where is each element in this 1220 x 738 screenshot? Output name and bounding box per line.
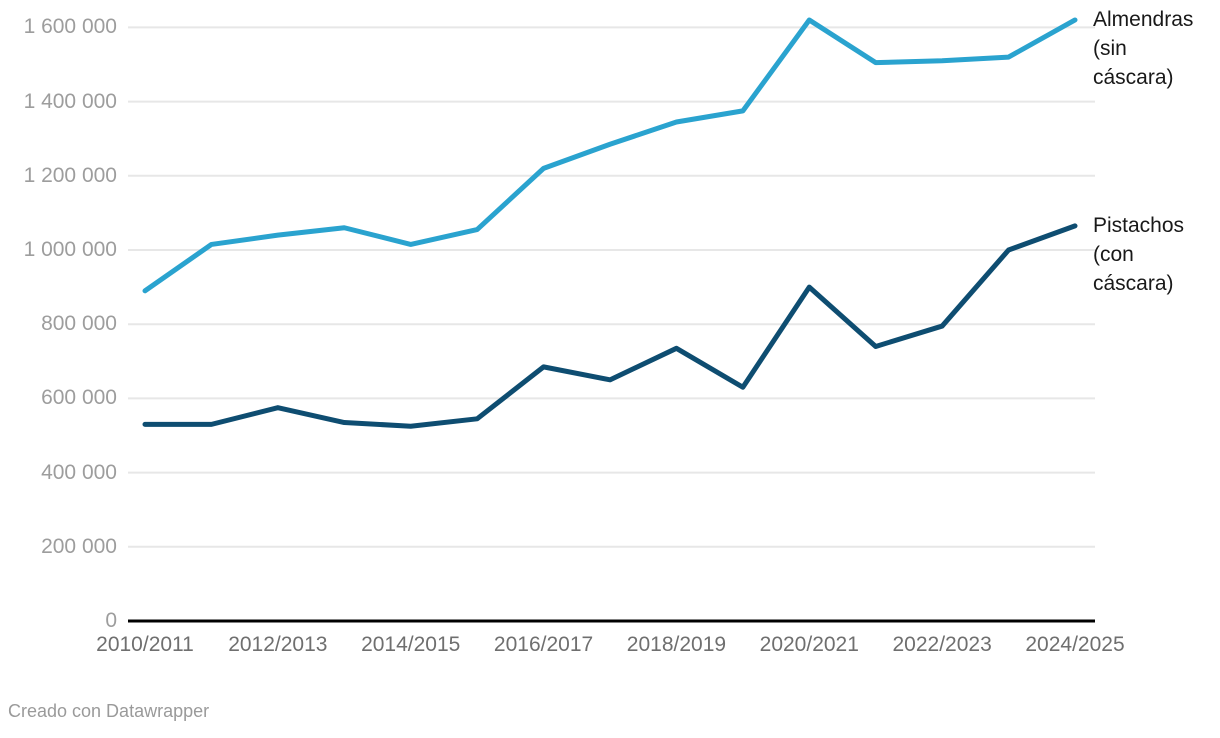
y-axis-tick-label: 800 000 [41,312,117,336]
x-axis-tick-label: 2012/2013 [228,633,328,656]
y-axis-tick-label: 200 000 [41,534,117,558]
y-axis-tick-label: 0 [105,609,117,632]
series-line-almendras [142,17,1078,294]
series-label-almendras: Almendras (sin cáscara) [1093,8,1194,89]
y-axis-tick-label: 1 600 000 [23,15,117,39]
x-axis-tick-label: 2016/2017 [493,633,594,656]
y-axis-tick-label: 1 200 000 [23,163,117,187]
y-axis-tick-label: 1 000 000 [23,238,117,261]
series-line-pistachos [142,223,1078,429]
datawrapper-attribution-link[interactable]: Creado con Datawrapper [8,701,210,721]
x-axis-tick-label: 2018/2019 [626,633,727,656]
series-label-pistachos: Pistachos (con cáscara) [1093,214,1185,295]
y-axis-tick-label: 400 000 [41,460,117,484]
x-axis-tick-label: 2010/2011 [96,633,194,656]
x-axis-tick-label: 2020/2021 [759,633,859,656]
y-axis-tick-label: 600 000 [41,386,117,410]
x-axis-tick-label: 2014/2015 [361,633,461,656]
x-axis-tick-label: 2024/2025 [1025,633,1125,656]
y-axis-tick-label: 1 400 000 [23,89,117,113]
x-axis-tick-label: 2022/2023 [892,633,992,656]
